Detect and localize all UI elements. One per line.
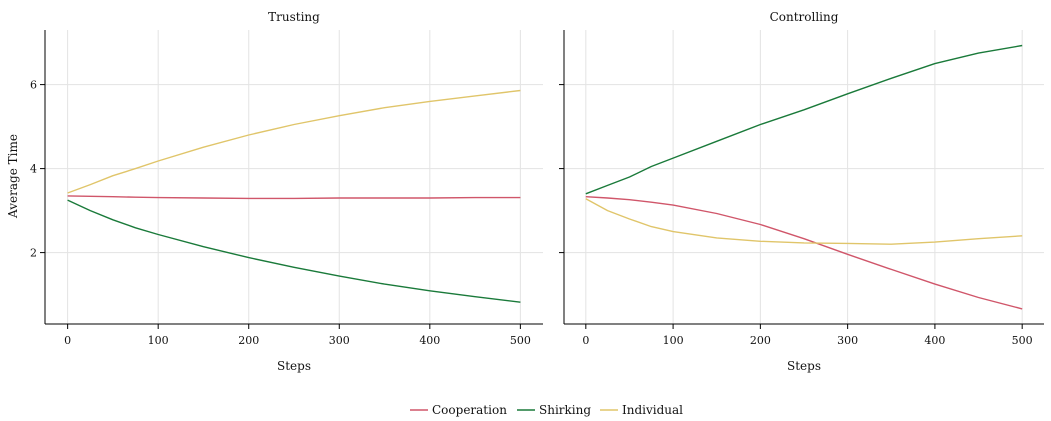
series-line-shirking <box>585 44 1023 195</box>
legend-label: Individual <box>622 403 683 417</box>
legend-label: Cooperation <box>432 403 507 417</box>
panel-title: Trusting <box>268 10 320 24</box>
series-line-cooperation <box>585 196 1023 310</box>
x-tick-label: 100 <box>663 334 684 347</box>
legend-item-cooperation: Cooperation <box>410 403 507 417</box>
panel-trusting: 0 100 200 300 400 500 2 4 6 Trusting Steps <box>30 10 543 373</box>
series-line-cooperation <box>67 195 521 200</box>
x-axis-label: Steps <box>787 359 821 373</box>
legend-item-shirking: Shirking <box>517 403 591 417</box>
x-tick-label: 500 <box>510 334 531 347</box>
x-tick-label: 500 <box>1012 334 1033 347</box>
panel-title: Controlling <box>770 10 839 24</box>
series-line-individual <box>67 89 521 194</box>
x-tick-label: 300 <box>329 334 350 347</box>
x-tick-label: 0 <box>582 334 589 347</box>
legend: Cooperation Shirking Individual <box>410 403 683 417</box>
y-tick-label: 2 <box>30 247 37 260</box>
x-tick-label: 300 <box>837 334 858 347</box>
legend-label: Shirking <box>539 403 591 417</box>
x-axis-label: Steps <box>277 359 311 373</box>
y-tick-label: 6 <box>30 79 37 92</box>
legend-item-individual: Individual <box>600 403 683 417</box>
y-tick-label: 4 <box>30 163 37 176</box>
x-tick-label: 0 <box>64 334 71 347</box>
series-line-shirking <box>67 199 521 303</box>
x-tick-label: 200 <box>750 334 771 347</box>
x-tick-label: 400 <box>419 334 440 347</box>
y-axis-label: Average Time <box>6 134 20 219</box>
x-tick-label: 400 <box>924 334 945 347</box>
series-line-individual <box>585 198 1023 245</box>
x-tick-label: 100 <box>148 334 169 347</box>
panel-controlling: 0 100 200 300 400 500 Controlling Steps <box>559 10 1044 373</box>
x-tick-label: 200 <box>238 334 259 347</box>
